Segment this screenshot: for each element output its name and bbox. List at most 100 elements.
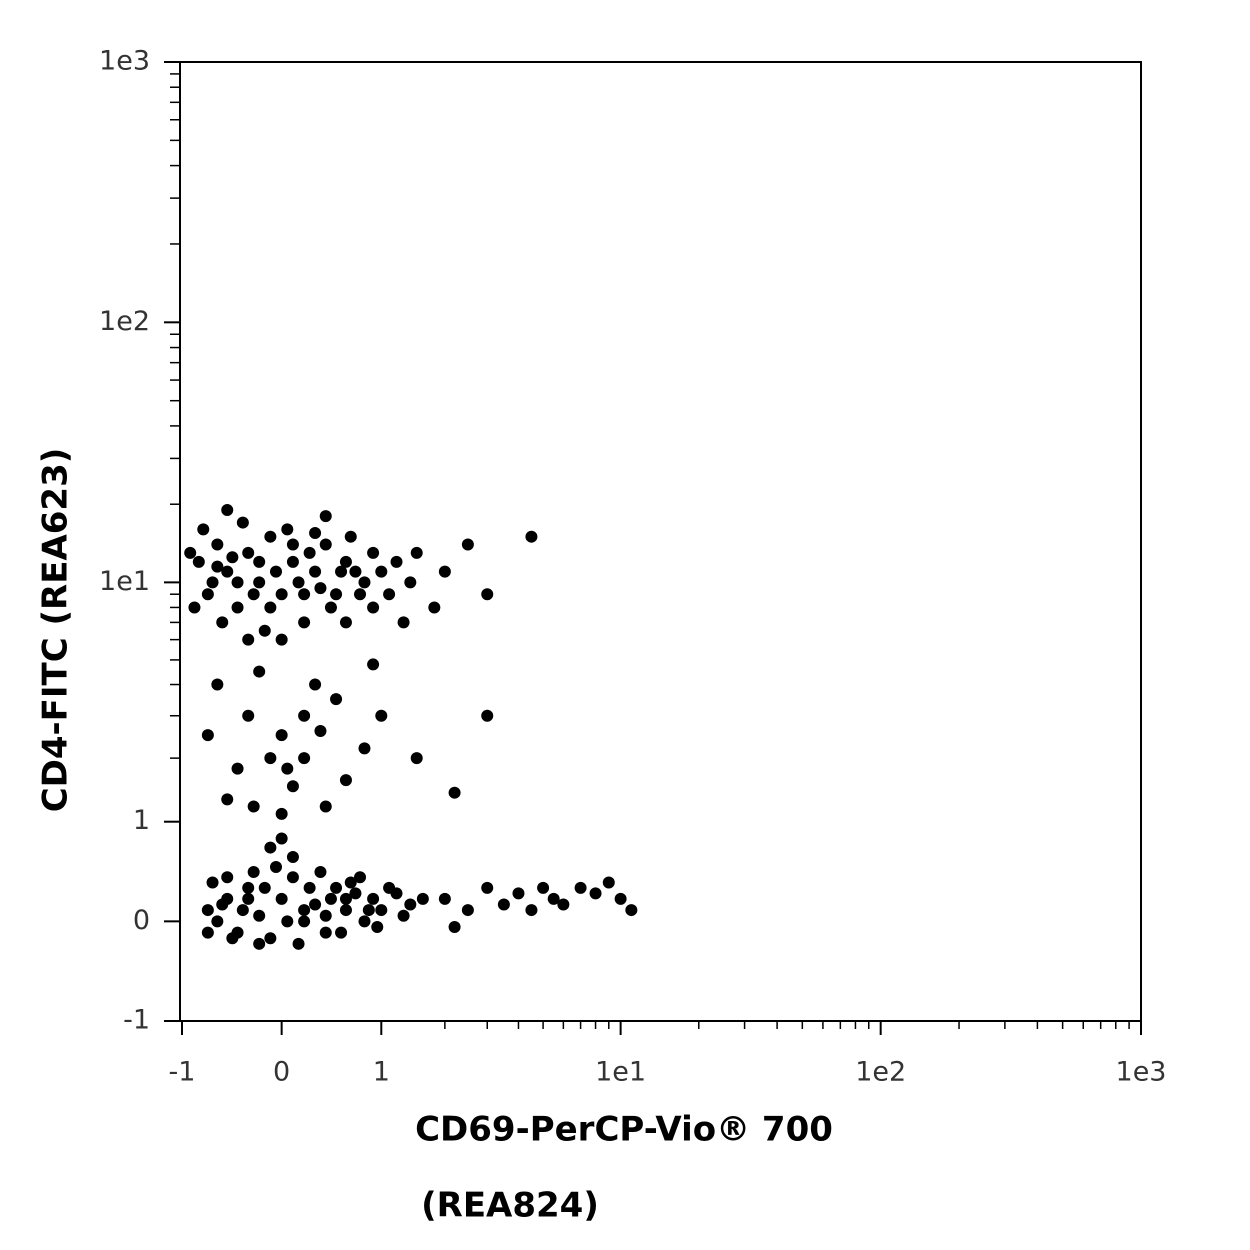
event-dot: [335, 565, 348, 578]
event-dot: [269, 565, 282, 578]
event-dot: [397, 909, 410, 922]
y-tick-label: 1: [133, 805, 150, 836]
event-dot: [330, 693, 343, 706]
x-tick-label: 0: [273, 1057, 290, 1088]
event-dot: [309, 565, 322, 578]
event-dot: [339, 555, 352, 568]
x-tick-label: 1e2: [855, 1057, 906, 1088]
event-dot: [188, 601, 201, 614]
event-dot: [344, 876, 357, 889]
event-dot: [281, 762, 294, 775]
event-dot: [309, 678, 322, 691]
y-axis-label: CD4-FITC (REA623): [36, 448, 76, 813]
event-dot: [602, 876, 615, 889]
event-dot: [242, 892, 255, 905]
event-dot: [375, 565, 388, 578]
event-dot: [242, 881, 255, 894]
event-dot: [242, 546, 255, 559]
event-dot: [481, 588, 494, 601]
event-dot: [614, 892, 627, 905]
event-dot: [319, 538, 332, 551]
event-dot: [258, 881, 271, 894]
event-dot: [275, 892, 288, 905]
event-dot: [367, 601, 380, 614]
event-dot: [253, 665, 266, 678]
event-dot: [324, 892, 337, 905]
plot-frame: [179, 61, 1142, 1022]
event-dot: [226, 932, 239, 945]
event-dot: [298, 752, 311, 765]
event-dot: [324, 601, 337, 614]
event-dot: [309, 898, 322, 911]
event-dot: [557, 898, 570, 911]
event-dot: [211, 678, 224, 691]
event-dot: [275, 588, 288, 601]
event-dot: [303, 546, 316, 559]
event-dot: [206, 576, 219, 589]
event-dot: [298, 709, 311, 722]
event-dot: [281, 523, 294, 536]
event-dot: [497, 898, 510, 911]
x-tick-label: 1e3: [1116, 1057, 1167, 1088]
event-dot: [292, 937, 305, 950]
event-dot: [247, 866, 260, 879]
event-dot: [358, 915, 371, 928]
event-dot: [221, 565, 234, 578]
event-dot: [275, 807, 288, 820]
event-dot: [231, 576, 244, 589]
event-dot: [197, 523, 210, 536]
event-dot: [247, 800, 260, 813]
event-dot: [354, 588, 367, 601]
event-dot: [330, 588, 343, 601]
event-dot: [358, 742, 371, 755]
event-dot: [339, 774, 352, 787]
event-dot: [537, 881, 550, 894]
event-dot: [231, 601, 244, 614]
event-dot: [298, 588, 311, 601]
event-dot: [314, 582, 327, 595]
event-dot: [211, 915, 224, 928]
event-dot: [525, 904, 538, 917]
event-dot: [383, 881, 396, 894]
event-dot: [314, 724, 327, 737]
event-dot: [201, 904, 214, 917]
event-dot: [201, 588, 214, 601]
event-dot: [410, 752, 423, 765]
event-dot: [201, 729, 214, 742]
event-dot: [375, 709, 388, 722]
event-dot: [201, 926, 214, 939]
event-dot: [438, 565, 451, 578]
event-dot: [367, 546, 380, 559]
event-dot: [275, 729, 288, 742]
event-dot: [512, 887, 525, 900]
event-dot: [481, 881, 494, 894]
event-dot: [236, 904, 249, 917]
event-dot: [309, 526, 322, 539]
event-dot: [461, 538, 474, 551]
event-dot: [298, 915, 311, 928]
event-dot: [404, 576, 417, 589]
event-dot: [339, 904, 352, 917]
event-dot: [253, 576, 266, 589]
x-tick-label: -1: [169, 1057, 196, 1088]
event-dot: [330, 881, 343, 894]
event-dot: [625, 904, 638, 917]
event-dot: [589, 887, 602, 900]
y-tick-label: -1: [123, 1005, 150, 1036]
y-tick-label: 1e2: [99, 306, 150, 337]
event-dot: [226, 551, 239, 564]
event-dot: [362, 904, 375, 917]
event-dot: [216, 898, 229, 911]
event-dot: [349, 565, 362, 578]
event-dot: [367, 658, 380, 671]
event-dot: [253, 937, 266, 950]
event-dot: [275, 832, 288, 845]
event-dot: [383, 588, 396, 601]
event-dot: [314, 866, 327, 879]
event-dot: [481, 709, 494, 722]
event-dot: [264, 841, 277, 854]
event-dot: [292, 576, 305, 589]
event-dot: [264, 932, 277, 945]
event-dot: [298, 904, 311, 917]
event-dot: [242, 633, 255, 646]
